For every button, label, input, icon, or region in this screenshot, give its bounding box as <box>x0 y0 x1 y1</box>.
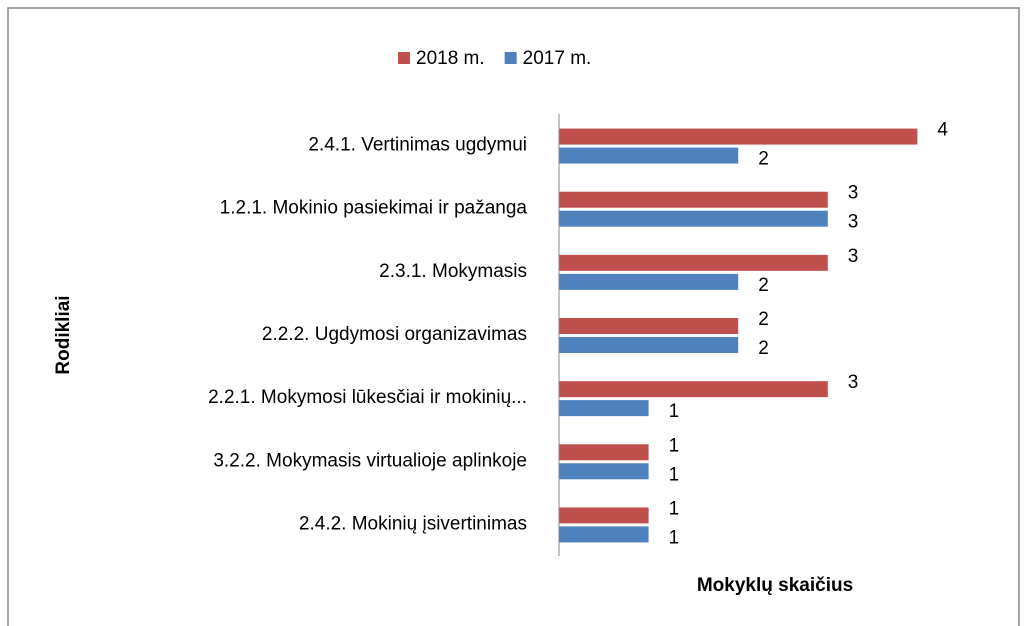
bar <box>559 400 649 417</box>
data-label: 1 <box>669 435 680 456</box>
data-label: 3 <box>848 212 859 233</box>
bar <box>559 444 649 461</box>
legend-swatch <box>398 52 410 64</box>
chart-frame <box>7 7 1020 626</box>
bar <box>559 526 649 543</box>
y-tick-label: 2.3.1. Mokymasis <box>379 261 527 282</box>
data-label: 2 <box>758 275 769 296</box>
legend-label: 2017 m. <box>523 48 592 69</box>
bar <box>559 337 739 353</box>
data-label: 3 <box>848 183 859 204</box>
data-label: 2 <box>758 338 769 359</box>
bar <box>559 318 739 334</box>
data-label: 3 <box>848 372 859 393</box>
y-tick-label: 3.2.2. Mokymasis virtualioje aplinkoje <box>213 450 527 471</box>
bar <box>559 381 828 398</box>
y-tick-label: 2.4.1. Vertinimas ugdymui <box>308 135 527 156</box>
data-label: 2 <box>758 149 769 170</box>
data-label: 3 <box>848 246 859 267</box>
x-axis-label: Mokyklų skaičius <box>697 575 853 596</box>
y-tick-label: 2.2.1. Mokymosi lūkesčiai ir mokinių... <box>208 387 527 408</box>
bar <box>559 210 828 227</box>
y-tick-label: 2.2.2. Ugdymosi organizavimas <box>262 324 527 345</box>
bar <box>559 191 828 208</box>
data-label: 1 <box>669 527 680 548</box>
bar <box>559 273 739 290</box>
data-label: 1 <box>669 498 680 519</box>
data-label: 4 <box>937 120 948 141</box>
y-tick-label: 1.2.1. Mokinio pasiekimai ir pažanga <box>220 198 528 219</box>
bar <box>559 128 918 145</box>
bar <box>559 507 649 524</box>
y-tick-label: 2.4.2. Mokinių įsivertinimas <box>299 513 527 534</box>
bar <box>559 147 739 164</box>
data-label: 2 <box>758 309 769 330</box>
y-axis-label: Rodikliai <box>53 295 74 374</box>
legend-label: 2018 m. <box>416 48 485 69</box>
data-label: 1 <box>669 401 680 422</box>
data-label: 1 <box>669 464 680 485</box>
legend-swatch <box>504 52 517 64</box>
bar <box>559 254 828 271</box>
bar <box>559 463 649 480</box>
